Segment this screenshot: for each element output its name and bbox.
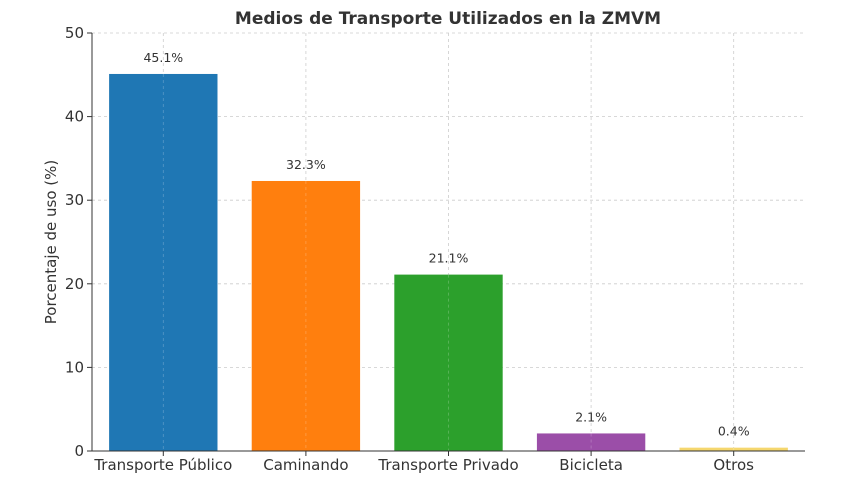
y-tick-label: 10 bbox=[65, 358, 84, 376]
bar bbox=[536, 433, 646, 451]
y-tick-label: 50 bbox=[65, 24, 84, 42]
bar bbox=[109, 73, 218, 452]
bar-data-label: 2.1% bbox=[575, 409, 607, 424]
y-axis-label: Porcentaje de uso (%) bbox=[42, 160, 60, 325]
y-tick-label: 20 bbox=[65, 275, 84, 293]
y-tick-label: 0 bbox=[74, 442, 84, 460]
bar bbox=[679, 447, 788, 451]
bars bbox=[109, 73, 788, 452]
bar bbox=[251, 180, 361, 452]
y-tick-label: 30 bbox=[65, 191, 84, 209]
bar-data-label: 0.4% bbox=[718, 424, 750, 439]
chart-title: Medios de Transporte Utilizados en la ZM… bbox=[235, 9, 661, 29]
x-tick-label: Bicicleta bbox=[559, 456, 623, 474]
y-tick-label: 40 bbox=[65, 108, 84, 126]
bar-data-label: 32.3% bbox=[286, 157, 326, 172]
bar bbox=[394, 274, 503, 451]
bar-data-label: 21.1% bbox=[429, 251, 469, 266]
x-tick-label: Otros bbox=[713, 456, 754, 474]
x-tick-label: Transporte Privado bbox=[377, 456, 518, 474]
x-tick-label: Transporte Público bbox=[93, 456, 232, 474]
x-tick-label: Caminando bbox=[263, 456, 348, 474]
bar-data-label: 45.1% bbox=[143, 50, 183, 65]
axes: 0 10 20 30 40 50 Transporte Público Caminando Tr… bbox=[65, 24, 805, 474]
data-labels: 45.1% 32.3% 21.1% 2.1% 0.4% bbox=[143, 50, 749, 439]
